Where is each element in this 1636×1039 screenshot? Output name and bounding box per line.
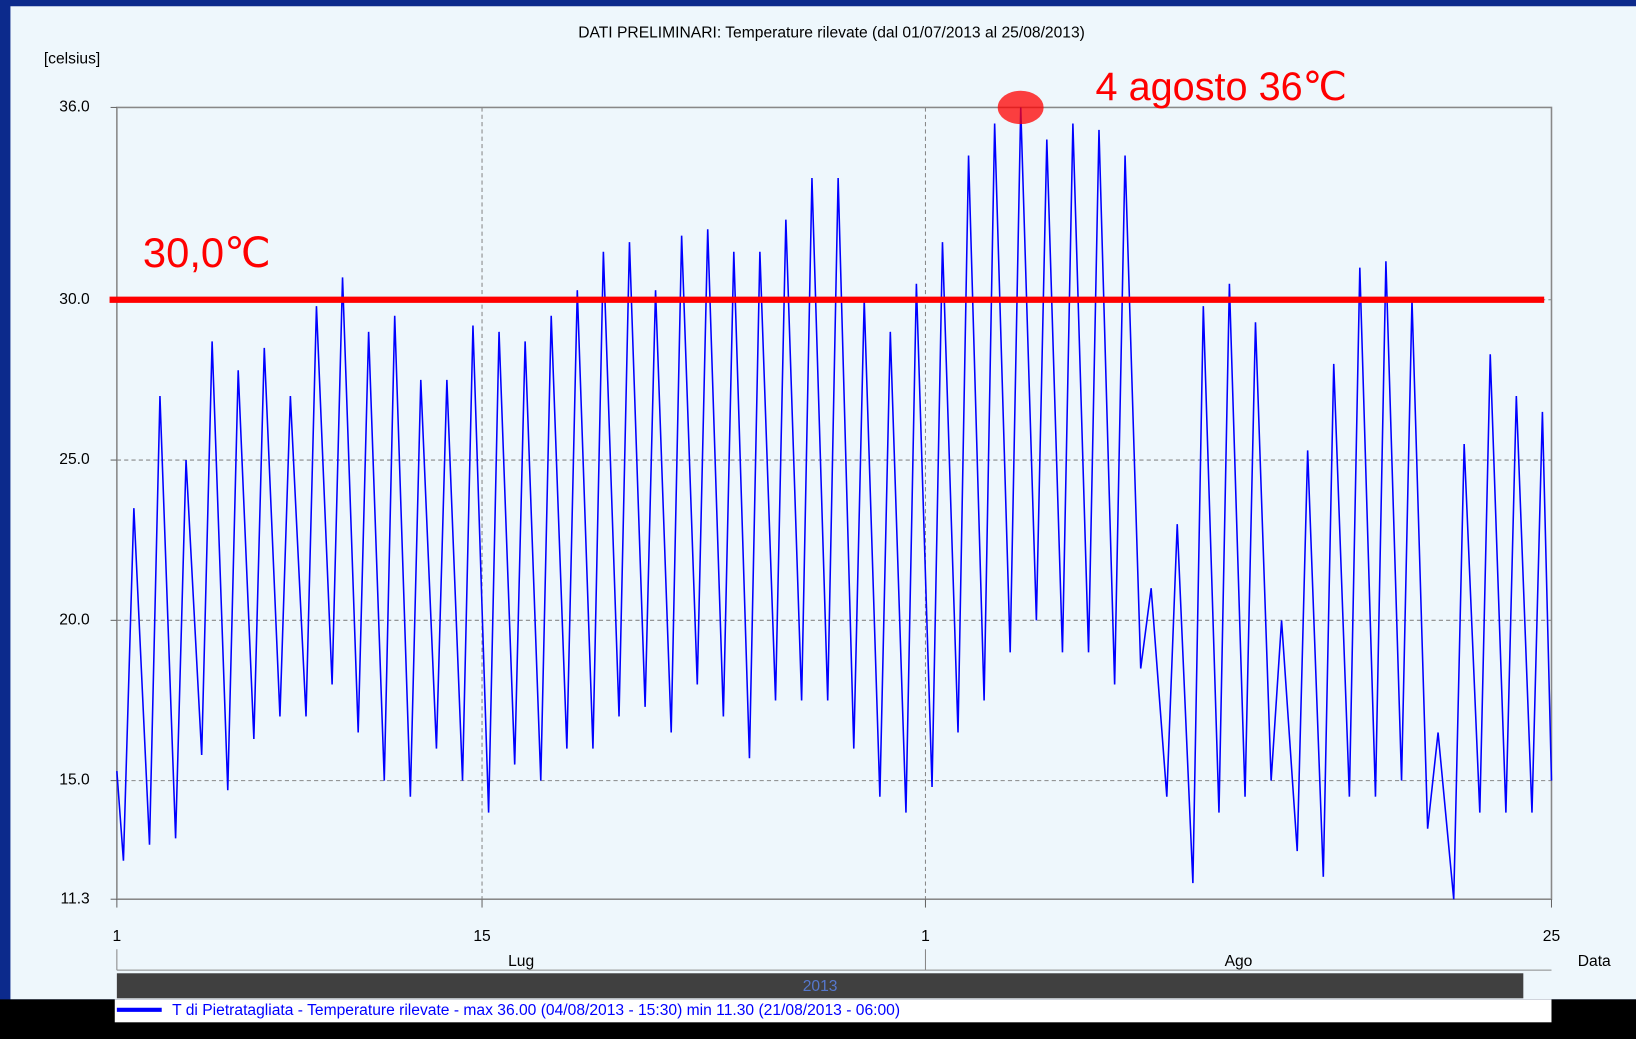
- year-bar: [116, 973, 1524, 999]
- panel: [10, 6, 1636, 1000]
- chart-title: DATI PRELIMINARI: Temperature rilevate (…: [578, 25, 1085, 42]
- legend-box: [114, 999, 1552, 1023]
- y-tick-label: 11.3: [60, 890, 89, 907]
- plot-frame: [116, 106, 1553, 900]
- y-tick-label: 36.0: [59, 99, 90, 116]
- y-tick-label: 15.0: [59, 772, 90, 789]
- x-tick-label: 15: [473, 928, 491, 945]
- y-tick-label: 20.0: [59, 611, 90, 628]
- reference-label: 30,0℃: [143, 229, 271, 276]
- temperature-line: [116, 107, 1553, 900]
- year-label: 2013: [803, 978, 838, 995]
- y-tick-label: 30.0: [59, 291, 90, 308]
- highlight-marker: [997, 90, 1044, 125]
- month-label: Ago: [1225, 953, 1253, 970]
- highlight-label: 4 agosto 36℃: [1096, 65, 1348, 109]
- x-axis-label: Data: [1578, 953, 1611, 970]
- y-axis-label: [celsius]: [44, 51, 100, 68]
- month-label: Lug: [508, 953, 534, 970]
- x-tick-label: 1: [921, 928, 930, 945]
- legend-label: T di Pietratagliata - Temperature rileva…: [172, 1002, 900, 1019]
- x-tick-label: 1: [113, 928, 122, 945]
- y-tick-label: 25.0: [59, 451, 90, 468]
- x-tick-label: 25: [1543, 928, 1561, 945]
